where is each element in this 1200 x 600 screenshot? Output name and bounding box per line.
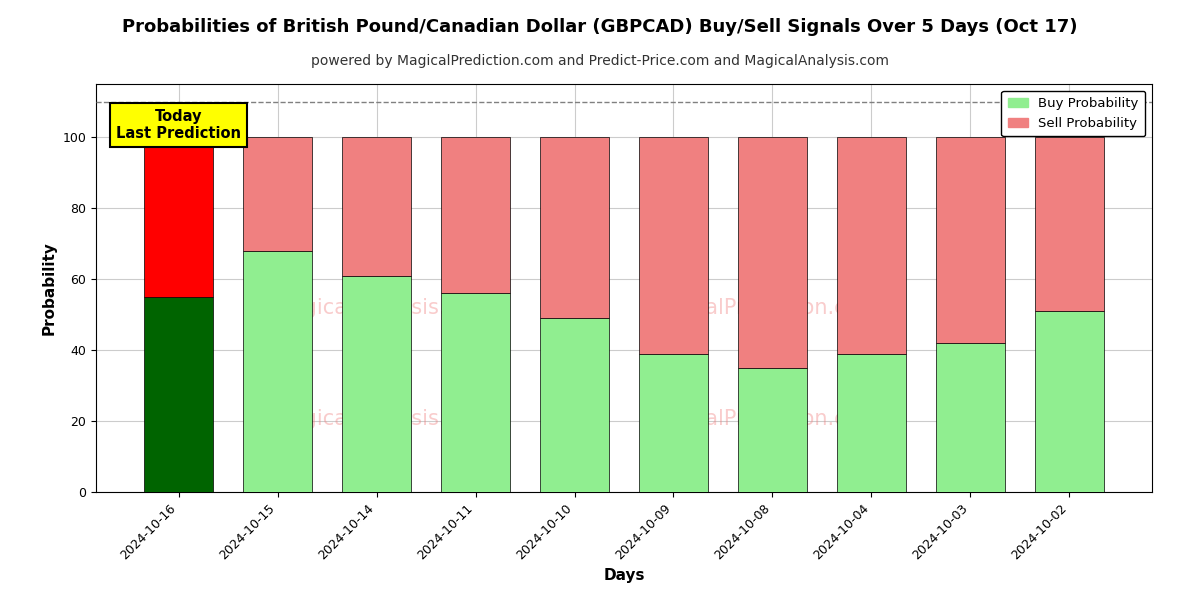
- Bar: [242, 251, 312, 492]
- Bar: [342, 137, 412, 275]
- Bar: [242, 137, 312, 251]
- Bar: [638, 137, 708, 353]
- Bar: [540, 137, 610, 318]
- Bar: [144, 102, 214, 137]
- Text: Probabilities of British Pound/Canadian Dollar (GBPCAD) Buy/Sell Signals Over 5 : Probabilities of British Pound/Canadian …: [122, 18, 1078, 36]
- Bar: [144, 297, 214, 492]
- Bar: [1034, 311, 1104, 492]
- Text: MagicalPrediction.com: MagicalPrediction.com: [644, 298, 878, 319]
- Text: MagicalAnalysis.com: MagicalAnalysis.com: [272, 298, 490, 319]
- Text: MagicalAnalysis.com: MagicalAnalysis.com: [272, 409, 490, 428]
- Bar: [836, 353, 906, 492]
- Text: MagicalPrediction.com: MagicalPrediction.com: [644, 409, 878, 428]
- Text: Today
Last Prediction: Today Last Prediction: [116, 109, 241, 141]
- Bar: [836, 137, 906, 353]
- X-axis label: Days: Days: [604, 568, 644, 583]
- Bar: [738, 137, 808, 368]
- Bar: [440, 137, 510, 293]
- Legend: Buy Probability, Sell Probability: Buy Probability, Sell Probability: [1002, 91, 1146, 136]
- Bar: [440, 293, 510, 492]
- Bar: [144, 137, 214, 297]
- Bar: [936, 137, 1006, 343]
- Bar: [1034, 137, 1104, 311]
- Bar: [540, 318, 610, 492]
- Bar: [738, 368, 808, 492]
- Y-axis label: Probability: Probability: [42, 241, 56, 335]
- Text: powered by MagicalPrediction.com and Predict-Price.com and MagicalAnalysis.com: powered by MagicalPrediction.com and Pre…: [311, 54, 889, 68]
- Bar: [936, 343, 1006, 492]
- Bar: [342, 275, 412, 492]
- Bar: [638, 353, 708, 492]
